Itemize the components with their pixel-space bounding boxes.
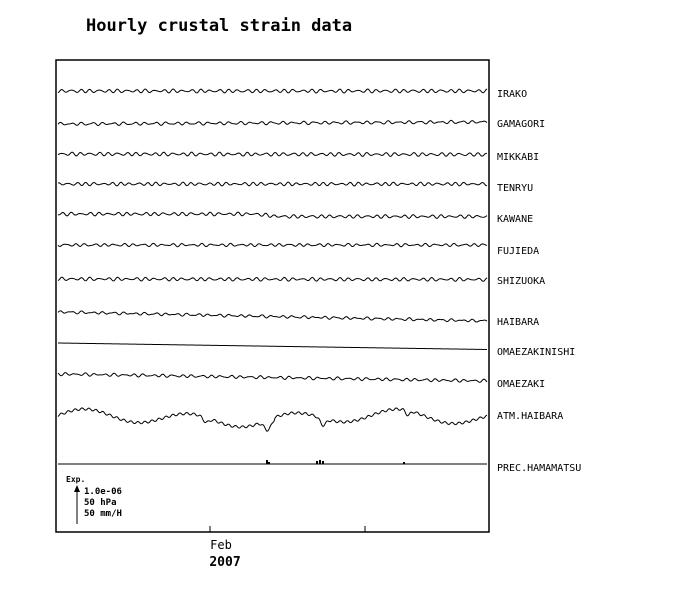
trace-gamagori	[57, 119, 488, 127]
plot-frame	[55, 59, 490, 533]
precip-bar	[403, 462, 405, 464]
precip-bar	[266, 460, 268, 464]
precip-bar	[319, 460, 321, 464]
trace-shizuoka	[57, 276, 488, 282]
scale-legend: Exp. 1.0e-06 50 hPa 50 mm/H	[66, 475, 122, 524]
trace-mikkabi	[57, 151, 488, 157]
trace-irako	[57, 88, 488, 94]
station-label: MIKKABI	[497, 152, 539, 163]
trace-omaezakinishi	[57, 342, 488, 350]
trace-tenryu	[57, 181, 488, 187]
trace-omaezaki	[57, 372, 488, 383]
scale-legend-pressure: 50 hPa	[84, 498, 117, 508]
station-label: TENRYU	[497, 183, 533, 194]
scale-legend-strain: 1.0e-06	[84, 487, 122, 497]
station-label: HAIBARA	[497, 317, 539, 328]
station-label: OMAEZAKINISHI	[497, 347, 575, 358]
scale-arrow-icon	[74, 485, 80, 492]
precip-bar	[268, 462, 270, 464]
station-label: GAMAGORI	[497, 119, 545, 130]
scale-legend-title: Exp.	[66, 475, 85, 484]
station-label: FUJIEDA	[497, 246, 539, 257]
station-label: KAWANE	[497, 214, 533, 225]
precip-bar	[322, 461, 324, 464]
trace-group	[57, 88, 488, 465]
trace-kawane	[57, 211, 488, 220]
station-label: PREC.HAMAMATSU	[497, 463, 581, 474]
x-tick-label-feb: Feb	[210, 538, 232, 552]
chart-title: Hourly crustal strain data	[86, 16, 352, 36]
precip-bar	[316, 461, 318, 464]
station-label: IRAKO	[497, 89, 527, 100]
scale-legend-precip: 50 mm/H	[84, 509, 122, 519]
trace-atm-haibara	[57, 407, 488, 432]
station-label: OMAEZAKI	[497, 379, 545, 390]
station-label-group: IRAKO GAMAGORI MIKKABI TENRYU KAWANE FUJIEDA S…	[497, 89, 581, 474]
trace-fujieda	[57, 242, 488, 248]
trace-haibara	[57, 310, 488, 323]
x-year-label: 2007	[209, 555, 240, 570]
station-label: ATM.HAIBARA	[497, 411, 563, 422]
station-label: SHIZUOKA	[497, 276, 545, 287]
